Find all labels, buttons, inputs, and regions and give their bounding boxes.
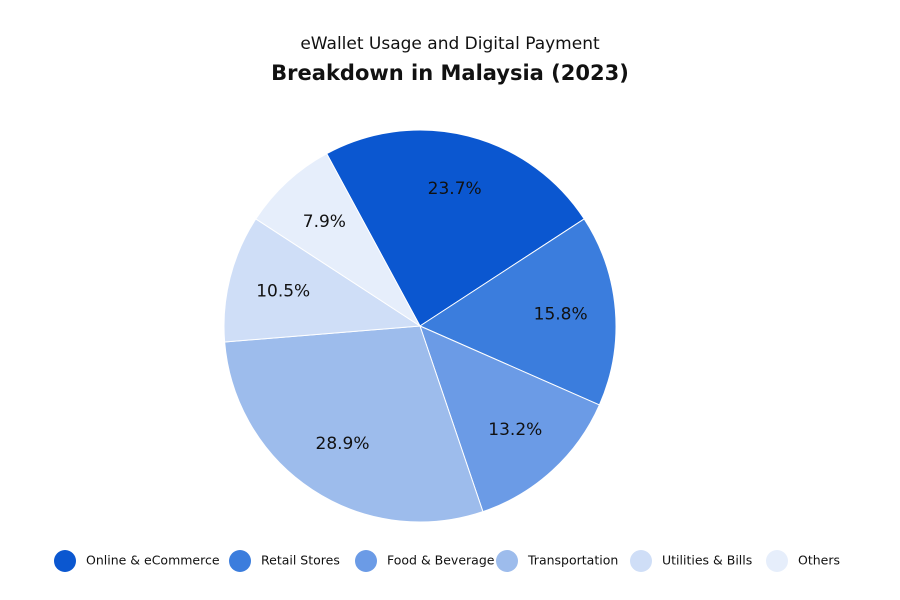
pie-slice — [223, 218, 422, 343]
chart-title-line: eWallet Usage and Digital Payment — [300, 34, 600, 54]
legend-label: Utilities & Bills — [662, 553, 752, 568]
legend-swatch — [766, 550, 788, 572]
legend-label: Food & Beverage — [387, 553, 495, 568]
legend-label: Online & eCommerce — [86, 553, 220, 568]
slice-label: 15.8% — [534, 304, 588, 324]
pie-slice — [255, 152, 421, 327]
legend-label: Transportation — [527, 553, 618, 568]
legend-swatch — [355, 550, 377, 572]
slice-label: 23.7% — [428, 179, 482, 199]
legend-swatch — [54, 550, 76, 572]
pie-slice — [418, 218, 617, 406]
legend-swatch — [229, 550, 251, 572]
pie-slice — [325, 129, 585, 327]
legend-swatch — [496, 550, 518, 572]
slice-label: 28.9% — [316, 434, 370, 454]
slice-label: 13.2% — [488, 420, 542, 440]
legend-label: Retail Stores — [261, 553, 340, 568]
chart-title: Breakdown in Malaysia (2023) — [271, 61, 629, 85]
slice-label: 10.5% — [256, 281, 310, 301]
pie-slice — [224, 325, 484, 523]
slice-label: 7.9% — [303, 212, 346, 232]
legend-swatch — [630, 550, 652, 572]
pie-slice — [419, 325, 601, 513]
legend-label: Others — [798, 553, 840, 568]
